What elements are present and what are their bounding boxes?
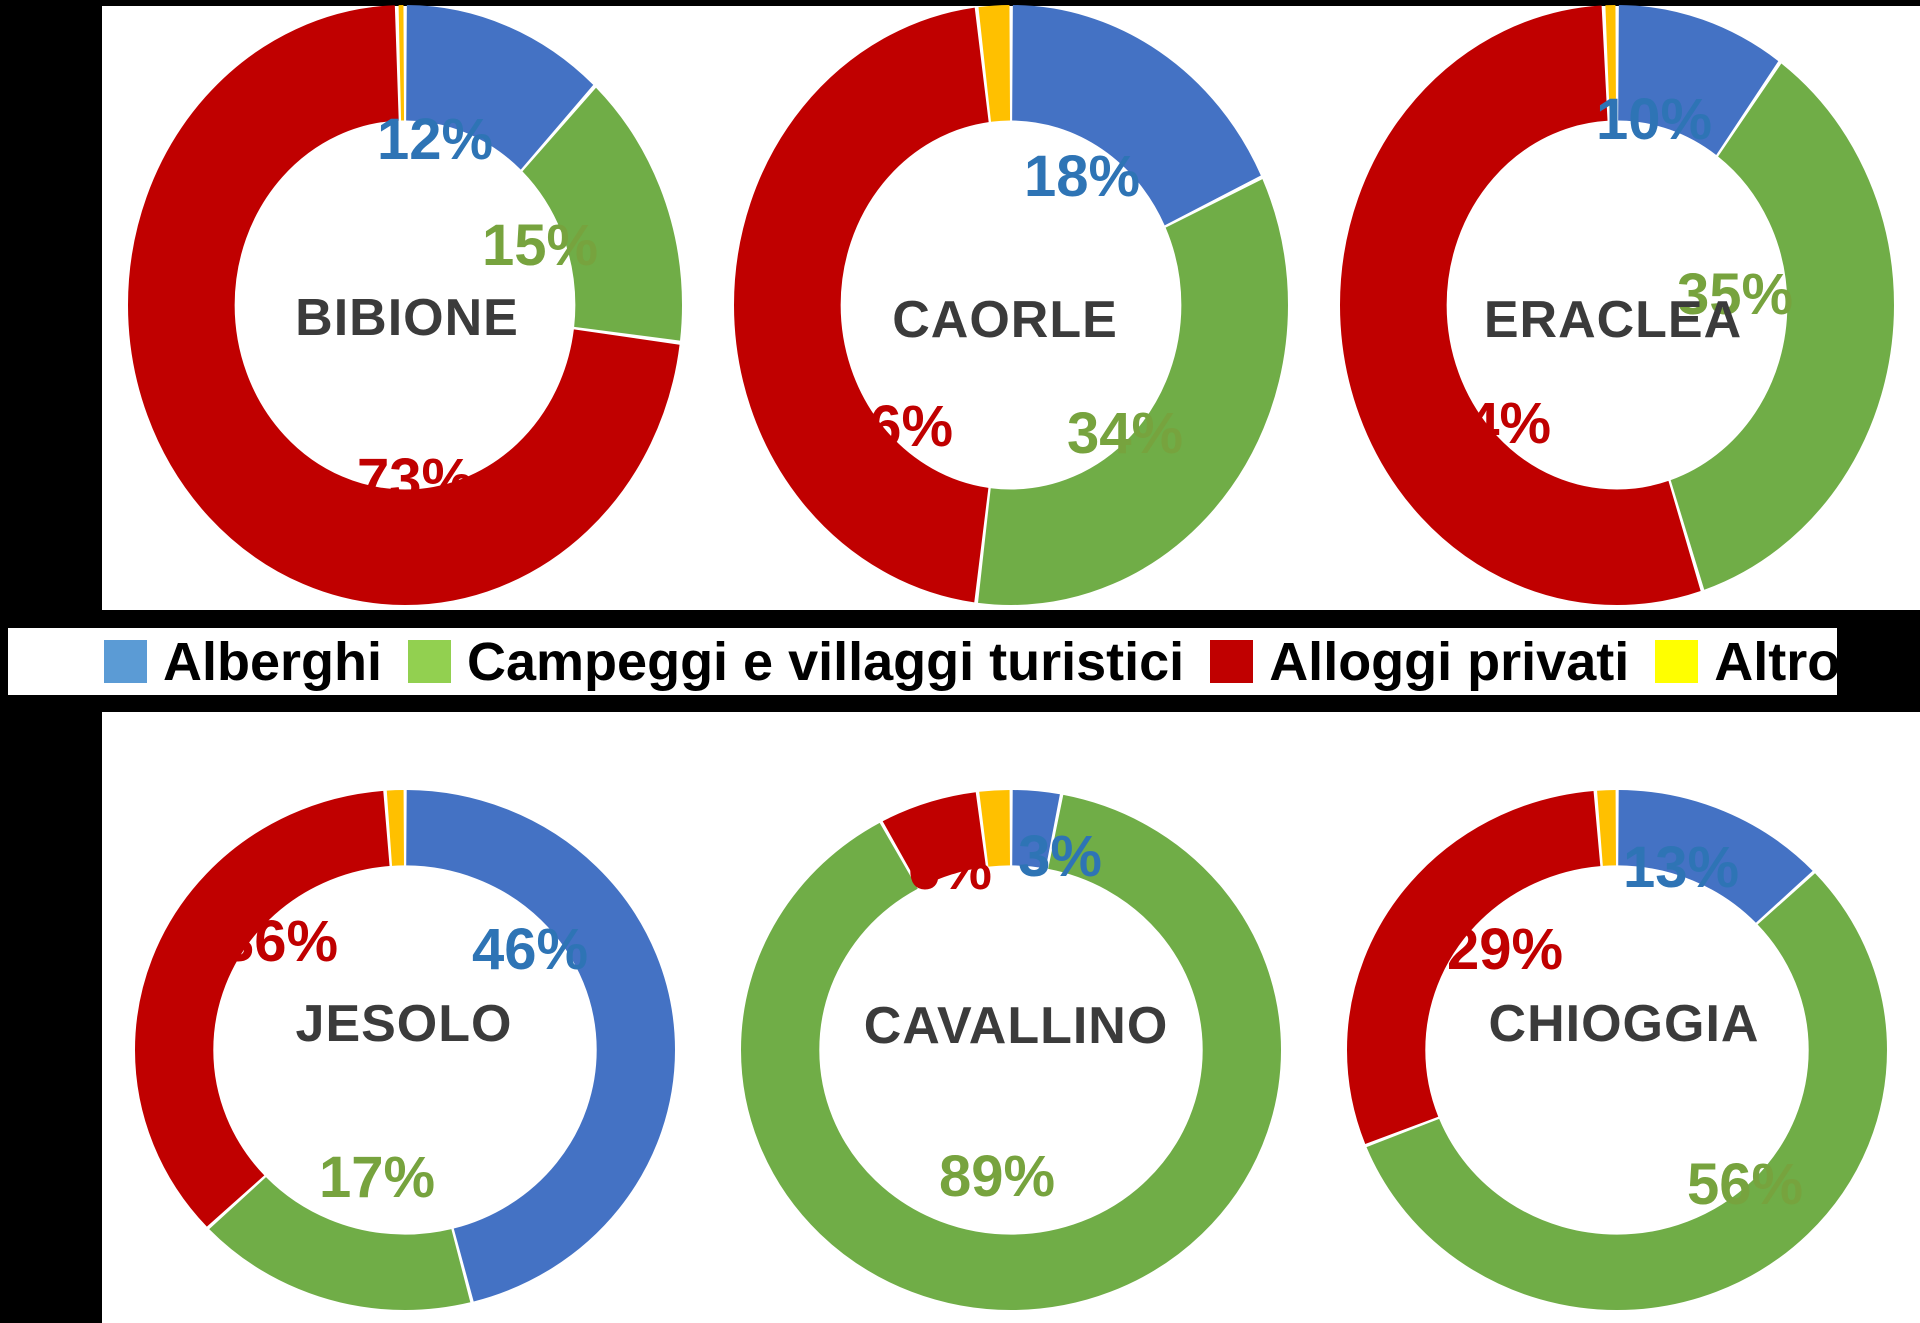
pct-label-alloggi-privati: 73% — [356, 447, 474, 512]
donut-chart-jesolo: 46% 17% 36% JESOLO — [102, 712, 708, 1323]
chart-title: CHIOGGIA — [1488, 995, 1760, 1053]
pct-label-campeggi-e-villaggi-turistici: 35% — [1676, 262, 1794, 327]
legend-item-0: Alberghi — [104, 635, 382, 689]
legend-item-3: Altro — [1655, 635, 1840, 689]
chart-title: ERACLEA — [1483, 291, 1743, 349]
slice-campeggi-e-villaggi-turistici — [1347, 790, 1887, 1310]
legend-label: Campeggi e villaggi turistici — [467, 631, 1185, 692]
slice-campeggi-e-villaggi-turistici — [741, 790, 1281, 1310]
pct-label-alberghi: 10% — [1595, 87, 1713, 152]
pct-label-campeggi-e-villaggi-turistici: 15% — [481, 213, 599, 278]
chart-title: JESOLO — [295, 995, 513, 1053]
donut-chart-caorle: 18% 34% 46% CAORLE — [708, 0, 1314, 611]
donut-cavallino — [741, 790, 1281, 1310]
donut-chart-bibione: 12% 15% 73% BIBIONE — [102, 0, 708, 611]
donut-bibione — [128, 5, 682, 605]
legend: Alberghi Campeggi e villaggi turistici All… — [8, 628, 1840, 695]
pct-label-alberghi: 46% — [471, 917, 589, 982]
legend-item-2: Alloggi privati — [1210, 635, 1629, 689]
slice-alloggi-privati — [734, 5, 1288, 605]
pct-label-alloggi-privati: 36% — [221, 909, 339, 974]
pct-label-alloggi-privati: 6% — [908, 837, 992, 902]
donut-chart-cavallino: 3% 89% 6% CAVALLINO — [708, 712, 1314, 1323]
chart-title: CAVALLINO — [863, 997, 1169, 1055]
pct-label-campeggi-e-villaggi-turistici: 89% — [938, 1144, 1056, 1209]
slice-alloggi-privati — [1347, 790, 1887, 1310]
legend-swatch-icon — [1655, 640, 1699, 683]
chart-title: CAORLE — [892, 291, 1118, 349]
donut-chioggia — [1347, 790, 1887, 1310]
slice-campeggi-e-villaggi-turistici — [734, 5, 1288, 605]
slice-alberghi — [135, 790, 675, 1310]
pct-label-alloggi-privati: 29% — [1446, 917, 1564, 982]
pct-label-campeggi-e-villaggi-turistici: 34% — [1066, 401, 1184, 466]
donut-chart-eraclea: 10% 35% 54% ERACLEA — [1314, 0, 1920, 611]
slice-alloggi-privati — [128, 5, 682, 605]
pct-label-campeggi-e-villaggi-turistici: 56% — [1686, 1152, 1804, 1217]
pct-label-alloggi-privati: 54% — [1434, 391, 1552, 456]
legend-label: Altro — [1714, 631, 1841, 692]
slice-alloggi-privati — [135, 790, 675, 1310]
donut-chart-chioggia: 13% 56% 29% CHIOGGIA — [1314, 712, 1920, 1323]
bottom-chart-panel — [102, 712, 1920, 1323]
legend-label: Alberghi — [163, 631, 383, 692]
slice-alloggi-privati — [1340, 5, 1894, 605]
slice-campeggi-e-villaggi-turistici — [135, 790, 675, 1310]
donut-jesolo — [135, 790, 675, 1310]
pct-label-alberghi: 13% — [1622, 835, 1740, 900]
donut-eraclea — [1340, 5, 1894, 605]
slice-campeggi-e-villaggi-turistici — [128, 5, 682, 605]
pct-label-alberghi: 3% — [1018, 824, 1102, 889]
pct-label-alloggi-privati: 46% — [836, 394, 954, 459]
legend-swatch-icon — [408, 640, 452, 683]
pct-label-alberghi: 12% — [376, 107, 494, 172]
donut-caorle — [734, 5, 1288, 605]
legend-swatch-icon — [104, 640, 147, 683]
legend-label: Alloggi privati — [1269, 631, 1630, 692]
pct-label-campeggi-e-villaggi-turistici: 17% — [318, 1145, 436, 1210]
chart-title: BIBIONE — [295, 289, 519, 347]
legend-item-1: Campeggi e villaggi turistici — [408, 635, 1184, 689]
legend-swatch-icon — [1210, 640, 1254, 683]
slice-campeggi-e-villaggi-turistici — [1340, 5, 1894, 605]
pct-label-alberghi: 18% — [1023, 144, 1141, 209]
